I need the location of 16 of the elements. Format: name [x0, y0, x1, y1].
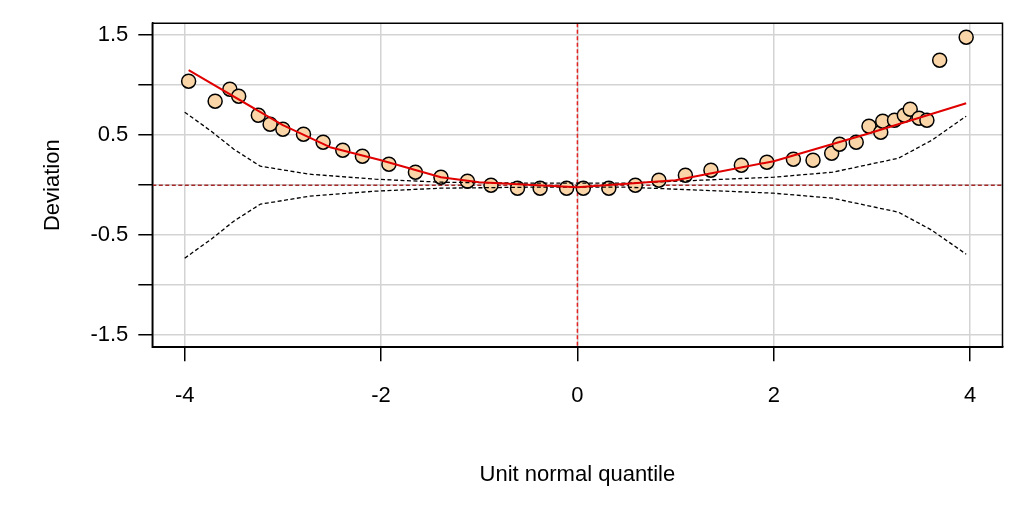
point	[958, 29, 974, 45]
y-axis-title: Deviation	[39, 139, 65, 232]
x-tick-label: -4	[174, 382, 195, 408]
point	[207, 93, 223, 109]
point	[805, 152, 821, 168]
x-tick-label: -2	[371, 382, 391, 408]
x-tick-label: 0	[571, 382, 584, 408]
x-tick-label: 2	[767, 382, 780, 408]
point	[180, 73, 197, 89]
y-tick-label: 0.5	[97, 121, 129, 147]
point	[931, 52, 948, 68]
y-tick-label: -1.5	[90, 321, 129, 347]
x-tick-label: 4	[963, 382, 977, 408]
y-tick-label: 1.5	[97, 21, 129, 47]
x-axis-title: Unit normal quantile	[479, 460, 676, 486]
y-tick-label: -0.5	[90, 221, 129, 247]
